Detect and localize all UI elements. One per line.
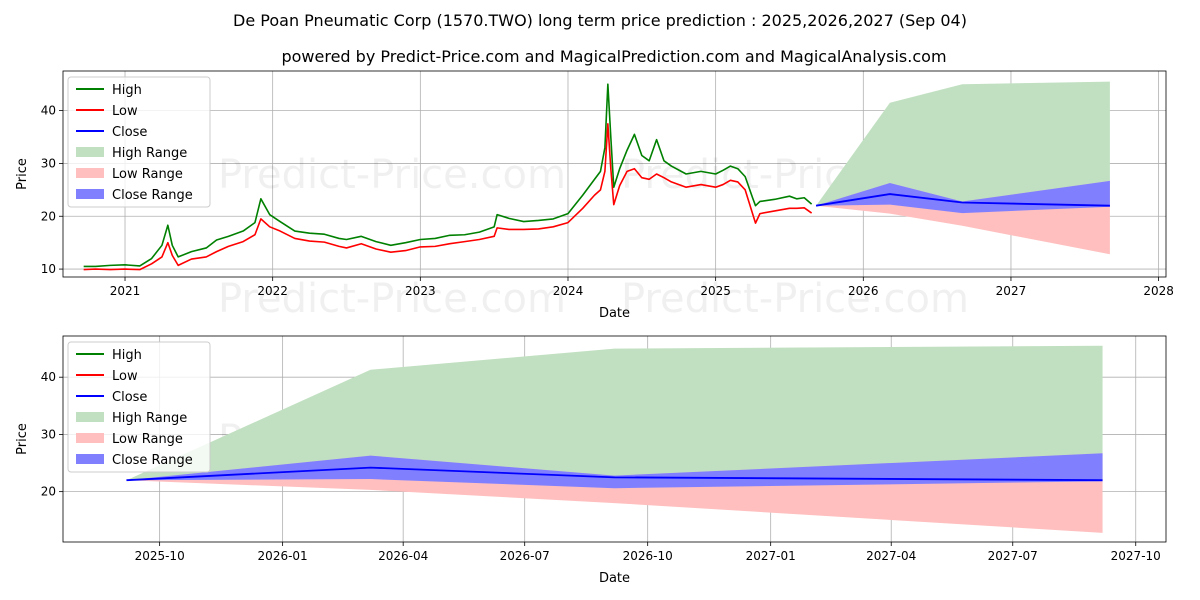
watermark: Predict-Price.com bbox=[218, 276, 566, 322]
legend-swatch bbox=[76, 147, 104, 157]
legend-label: Close Range bbox=[112, 188, 193, 203]
legend-label: Low Range bbox=[112, 167, 183, 182]
x-tick-label: 2023 bbox=[405, 284, 436, 298]
x-tick-label: 2025 bbox=[700, 284, 731, 298]
legend-label: High Range bbox=[112, 146, 187, 161]
legend-label: Low bbox=[112, 104, 138, 119]
legend-label: High Range bbox=[112, 411, 187, 426]
x-axis-label: Date bbox=[599, 571, 630, 586]
x-tick-label: 2026 bbox=[848, 284, 879, 298]
high-range-area bbox=[126, 345, 1103, 489]
y-tick-label: 10 bbox=[41, 262, 56, 276]
low-series-line bbox=[83, 123, 813, 271]
bottom-chart-panel: 2025-10 2026-01 2026-04 2026-07 2026-10 2027-… bbox=[15, 335, 1167, 586]
x-tick-label: 2021 bbox=[110, 284, 141, 298]
chart-subtitle: powered by Predict-Price.com and Magical… bbox=[281, 47, 946, 66]
x-tick-label: 2027 bbox=[996, 284, 1027, 298]
close-forecast-line bbox=[126, 466, 1103, 482]
legend-label: High bbox=[112, 348, 142, 363]
close-forecast-line bbox=[815, 193, 1110, 207]
y-axis-label: Price bbox=[15, 158, 30, 190]
high-range-area bbox=[816, 81, 1110, 214]
legend: High Low Close High Range Low Range Close Ran… bbox=[67, 341, 211, 473]
y-tick-label: 40 bbox=[41, 370, 56, 384]
y-axis-label: Price bbox=[15, 423, 30, 455]
x-tick-label: 2026-10 bbox=[623, 549, 673, 563]
legend-label: Close Range bbox=[112, 453, 193, 468]
legend-swatch bbox=[76, 412, 104, 422]
legend-label: Close bbox=[112, 390, 147, 405]
legend-label: High bbox=[112, 83, 142, 98]
legend-swatch bbox=[76, 454, 104, 464]
legend: High Low Close High Range Low Range Close Ran… bbox=[67, 76, 211, 208]
x-tick-label: 2027-04 bbox=[866, 549, 916, 563]
x-tick-label: 2024 bbox=[553, 284, 584, 298]
legend-swatch bbox=[76, 168, 104, 178]
x-tick-label: 2026-04 bbox=[378, 549, 428, 563]
y-tick-label: 40 bbox=[41, 104, 56, 118]
legend-label: Low Range bbox=[112, 432, 183, 447]
plot-frame bbox=[62, 335, 1167, 543]
x-tick-label: 2027-01 bbox=[746, 549, 796, 563]
plot-frame bbox=[62, 70, 1167, 278]
x-tick-label: 2025-10 bbox=[135, 549, 185, 563]
watermark: Predict-Price.com bbox=[621, 276, 969, 322]
legend-swatch bbox=[76, 189, 104, 199]
x-axis-label: Date bbox=[599, 306, 630, 321]
y-tick-label: 20 bbox=[41, 485, 56, 499]
top-chart-panel: 2021 2022 2023 2024 2025 2026 2027 2028 10 20 30 40… bbox=[15, 70, 1174, 322]
watermark: Predict-Price.com bbox=[218, 152, 566, 198]
high-series-line bbox=[83, 83, 813, 268]
y-tick-label: 30 bbox=[41, 156, 56, 170]
legend-label: Close bbox=[112, 125, 147, 140]
x-tick-label: 2027-10 bbox=[1111, 549, 1161, 563]
x-tick-label: 2026-01 bbox=[258, 549, 308, 563]
chart-title: De Poan Pneumatic Corp (1570.TWO) long t… bbox=[233, 11, 967, 30]
y-tick-label: 20 bbox=[41, 209, 56, 223]
x-tick-label: 2022 bbox=[257, 284, 288, 298]
x-tick-label: 2027-07 bbox=[988, 549, 1038, 563]
close-range-area bbox=[816, 180, 1110, 214]
legend-swatch bbox=[76, 433, 104, 443]
legend-label: Low bbox=[112, 369, 138, 384]
x-tick-label: 2026-07 bbox=[500, 549, 550, 563]
y-tick-label: 30 bbox=[41, 427, 56, 441]
x-tick-label: 2028 bbox=[1143, 284, 1174, 298]
